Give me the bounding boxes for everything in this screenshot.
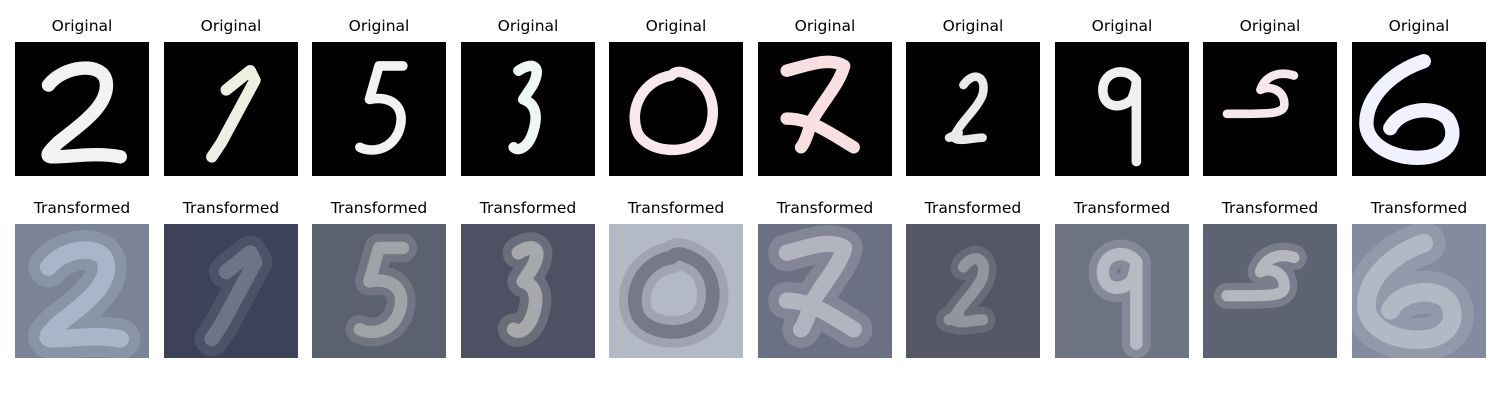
digit-stroke — [506, 241, 544, 338]
original-panel: Original — [164, 16, 298, 176]
transformed-panel: Transformed — [312, 198, 446, 358]
original-digit-image — [1055, 42, 1189, 176]
transformed-panel: Transformed — [164, 198, 298, 358]
original-panel: Original — [1203, 16, 1337, 176]
digit-stroke — [943, 253, 990, 328]
transformed-digit-image — [758, 224, 892, 358]
digit-stroke — [780, 55, 860, 154]
transformed-digit-image — [1055, 224, 1189, 358]
digit-stroke — [944, 72, 988, 145]
transformed-digit-image — [15, 224, 149, 358]
transformed-panel: Transformed — [461, 198, 595, 358]
original-panel: Original — [609, 16, 743, 176]
digit-stroke — [1359, 53, 1460, 165]
transformed-panel: Transformed — [758, 198, 892, 358]
original-digit-image — [758, 42, 892, 176]
digit-stroke — [353, 241, 410, 339]
panel-background — [164, 42, 298, 176]
panel-title: Transformed — [33, 199, 131, 217]
panel-title: Transformed — [1073, 199, 1171, 217]
panel-title: Original — [497, 17, 559, 35]
digit-stroke — [355, 61, 408, 155]
original-panel: Original — [1055, 16, 1189, 176]
digit-stroke — [1221, 250, 1300, 302]
digit-stroke — [778, 235, 862, 338]
original-digit-image — [312, 42, 446, 176]
original-panel: Original — [906, 16, 1040, 176]
panel-title: Transformed — [1221, 199, 1319, 217]
panel-title: Original — [1388, 17, 1450, 35]
panel-title: Original — [942, 17, 1004, 35]
original-digit-image — [461, 42, 595, 176]
digit-stroke — [41, 61, 127, 164]
transformed-panel: Transformed — [1203, 198, 1337, 358]
transformed-panel: Transformed — [1055, 198, 1189, 358]
transformed-panel: Transformed — [906, 198, 1040, 358]
original-digit-image — [906, 42, 1040, 176]
panel-title: Transformed — [627, 199, 725, 217]
panel-background — [609, 42, 743, 176]
original-panel: Original — [758, 16, 892, 176]
transformed-digit-image — [1352, 224, 1486, 358]
digit-stroke — [629, 66, 719, 156]
original-digit-image — [1203, 42, 1337, 176]
original-panel: Original — [1352, 16, 1486, 176]
transformed-panel: Transformed — [1352, 198, 1486, 358]
panel-title: Transformed — [776, 199, 874, 217]
digit-stroke — [206, 64, 261, 163]
panel-title: Original — [1239, 17, 1301, 35]
transformed-digit-image — [164, 224, 298, 358]
panel-title: Original — [645, 17, 707, 35]
original-digit-image — [164, 42, 298, 176]
original-panel: Original — [461, 16, 595, 176]
digit-stroke — [627, 247, 720, 339]
panel-title: Transformed — [182, 199, 280, 217]
digit-stroke — [508, 60, 542, 155]
transformed-digit-image — [312, 224, 446, 358]
original-digit-image — [15, 42, 149, 176]
transformed-digit-image — [1203, 224, 1337, 358]
original-digit-image — [1352, 42, 1486, 176]
digit-stroke — [1357, 233, 1462, 350]
digit-stroke — [1222, 69, 1299, 119]
panel-title: Original — [51, 17, 113, 35]
original-panel: Original — [312, 16, 446, 176]
panel-title: Original — [200, 17, 262, 35]
panel-title: Original — [348, 17, 410, 35]
transformed-panel: Transformed — [15, 198, 149, 358]
digit-stroke — [204, 245, 263, 347]
transformed-panel: Transformed — [609, 198, 743, 358]
panel-title: Original — [1091, 17, 1153, 35]
digit-stroke — [1096, 247, 1143, 350]
original-digit-image — [609, 42, 743, 176]
transformed-digit-image — [609, 224, 743, 358]
original-panel: Original — [15, 16, 149, 176]
transformed-digit-image — [461, 224, 595, 358]
panel-title: Transformed — [330, 199, 428, 217]
panel-title: Original — [794, 17, 856, 35]
digit-stroke — [1098, 67, 1142, 167]
transformed-row: Transformed Transformed Transformed Tran… — [0, 198, 1500, 358]
panel-title: Transformed — [479, 199, 577, 217]
original-row: Original Original Original Original Orig… — [0, 16, 1500, 176]
panel-title: Transformed — [1370, 199, 1468, 217]
transformed-digit-image — [906, 224, 1040, 358]
digit-stroke — [39, 241, 129, 348]
panel-title: Transformed — [924, 199, 1022, 217]
